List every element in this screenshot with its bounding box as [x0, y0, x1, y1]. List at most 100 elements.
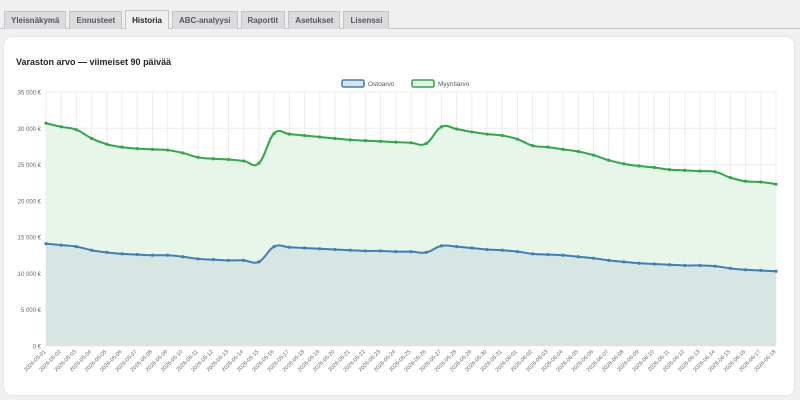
data-point-purchase — [363, 249, 367, 253]
data-point-sales — [44, 121, 48, 125]
data-point-sales — [394, 140, 398, 144]
data-point-sales — [759, 180, 763, 184]
y-tick-label: 30 000 € — [18, 127, 42, 133]
tab-raportit[interactable]: Raportit — [240, 11, 286, 29]
y-tick-label: 15 000 € — [18, 236, 42, 242]
y-tick-label: 0 € — [33, 345, 42, 351]
data-point-sales — [637, 164, 641, 168]
data-point-sales — [576, 149, 580, 154]
data-point-sales — [181, 151, 185, 155]
data-point-purchase — [424, 250, 428, 254]
data-point-purchase — [120, 252, 124, 256]
data-point-sales — [302, 133, 307, 138]
y-tick-label: 5 000 € — [21, 308, 42, 314]
data-point-purchase — [561, 253, 565, 257]
data-point-purchase — [667, 263, 672, 267]
y-tick-label: 10 000 € — [18, 272, 42, 278]
data-point-purchase — [181, 255, 185, 259]
data-point-purchase — [242, 258, 246, 262]
data-point-sales — [470, 130, 474, 134]
tab-ennusteet[interactable]: Ennusteet — [69, 11, 123, 29]
data-point-purchase — [485, 247, 489, 252]
data-point-sales — [652, 165, 656, 170]
data-point-purchase — [439, 244, 444, 248]
data-point-sales — [607, 158, 611, 162]
data-point-purchase — [59, 243, 63, 247]
data-point-sales — [318, 135, 322, 139]
tab-asetukset[interactable]: Asetukset — [288, 11, 341, 29]
tab-yleisnäkymä[interactable]: Yleisnäkymä — [4, 11, 67, 29]
data-point-sales — [515, 137, 520, 141]
data-point-purchase — [287, 245, 291, 249]
data-point-purchase — [226, 258, 231, 262]
data-point-sales — [150, 147, 155, 151]
tab-lisenssi[interactable]: Lisenssi — [343, 11, 390, 29]
data-point-purchase — [713, 264, 717, 268]
data-point-sales — [166, 148, 170, 152]
data-point-sales — [561, 147, 565, 151]
data-point-sales — [409, 141, 413, 145]
legend-label-sales: Myyntiarvo — [438, 81, 470, 88]
tab-bar: Yleisnäkymä Ennusteet Historia ABC-analyysi… — [4, 10, 392, 29]
data-point-purchase — [637, 261, 641, 265]
data-point-sales — [226, 157, 231, 162]
data-point-sales — [485, 132, 489, 136]
data-point-purchase — [470, 246, 474, 250]
data-point-purchase — [150, 253, 155, 257]
data-point-purchase — [500, 248, 504, 252]
data-point-sales — [622, 162, 626, 166]
data-point-purchase — [622, 260, 626, 264]
data-point-purchase — [272, 244, 276, 249]
data-point-purchase — [378, 249, 383, 253]
data-point-purchase — [318, 247, 322, 251]
data-point-purchase — [652, 262, 656, 266]
data-point-sales — [667, 168, 672, 172]
data-point-purchase — [546, 252, 550, 257]
data-point-purchase — [759, 268, 763, 273]
data-point-sales — [424, 141, 428, 146]
data-point-purchase — [576, 255, 580, 259]
data-point-purchase — [90, 248, 94, 252]
data-point-sales — [743, 179, 748, 183]
data-point-sales — [378, 139, 383, 143]
data-point-purchase — [607, 258, 611, 262]
data-point-sales — [120, 145, 124, 149]
data-point-purchase — [455, 244, 459, 249]
data-point-purchase — [728, 266, 732, 270]
data-point-purchase — [257, 260, 261, 264]
data-point-sales — [591, 153, 596, 157]
y-tick-label: 20 000 € — [18, 199, 42, 205]
y-tick-label: 35 000 € — [18, 91, 42, 97]
data-point-sales — [439, 125, 444, 129]
data-point-purchase — [166, 253, 170, 257]
data-point-sales — [728, 176, 732, 180]
data-point-sales — [257, 161, 261, 165]
data-point-sales — [531, 144, 535, 148]
data-point-purchase — [591, 256, 596, 260]
legend-swatch-purchase — [341, 79, 365, 88]
data-point-sales — [500, 133, 504, 138]
data-point-purchase — [135, 252, 139, 257]
data-point-purchase — [44, 242, 48, 246]
data-point-sales — [59, 125, 63, 129]
data-point-purchase — [211, 258, 215, 262]
tab-abc-analyysi[interactable]: ABC-analyysi — [171, 11, 238, 29]
data-point-purchase — [74, 244, 79, 249]
data-point-sales — [74, 128, 79, 132]
data-point-purchase — [531, 252, 535, 256]
data-point-purchase — [698, 263, 702, 268]
tabs-divider — [0, 28, 800, 29]
data-point-sales — [698, 169, 702, 173]
data-point-purchase — [333, 247, 337, 252]
data-point-purchase — [409, 250, 413, 254]
legend-label-purchase: Ostoarvo — [368, 81, 395, 88]
data-point-sales — [546, 145, 550, 149]
data-point-sales — [272, 131, 276, 135]
data-point-sales — [135, 147, 139, 151]
y-tick-label: 25 000 € — [18, 163, 42, 169]
tab-historia[interactable]: Historia — [125, 10, 169, 29]
data-point-purchase — [105, 250, 109, 254]
data-point-sales — [90, 136, 94, 141]
data-point-sales — [196, 155, 200, 159]
